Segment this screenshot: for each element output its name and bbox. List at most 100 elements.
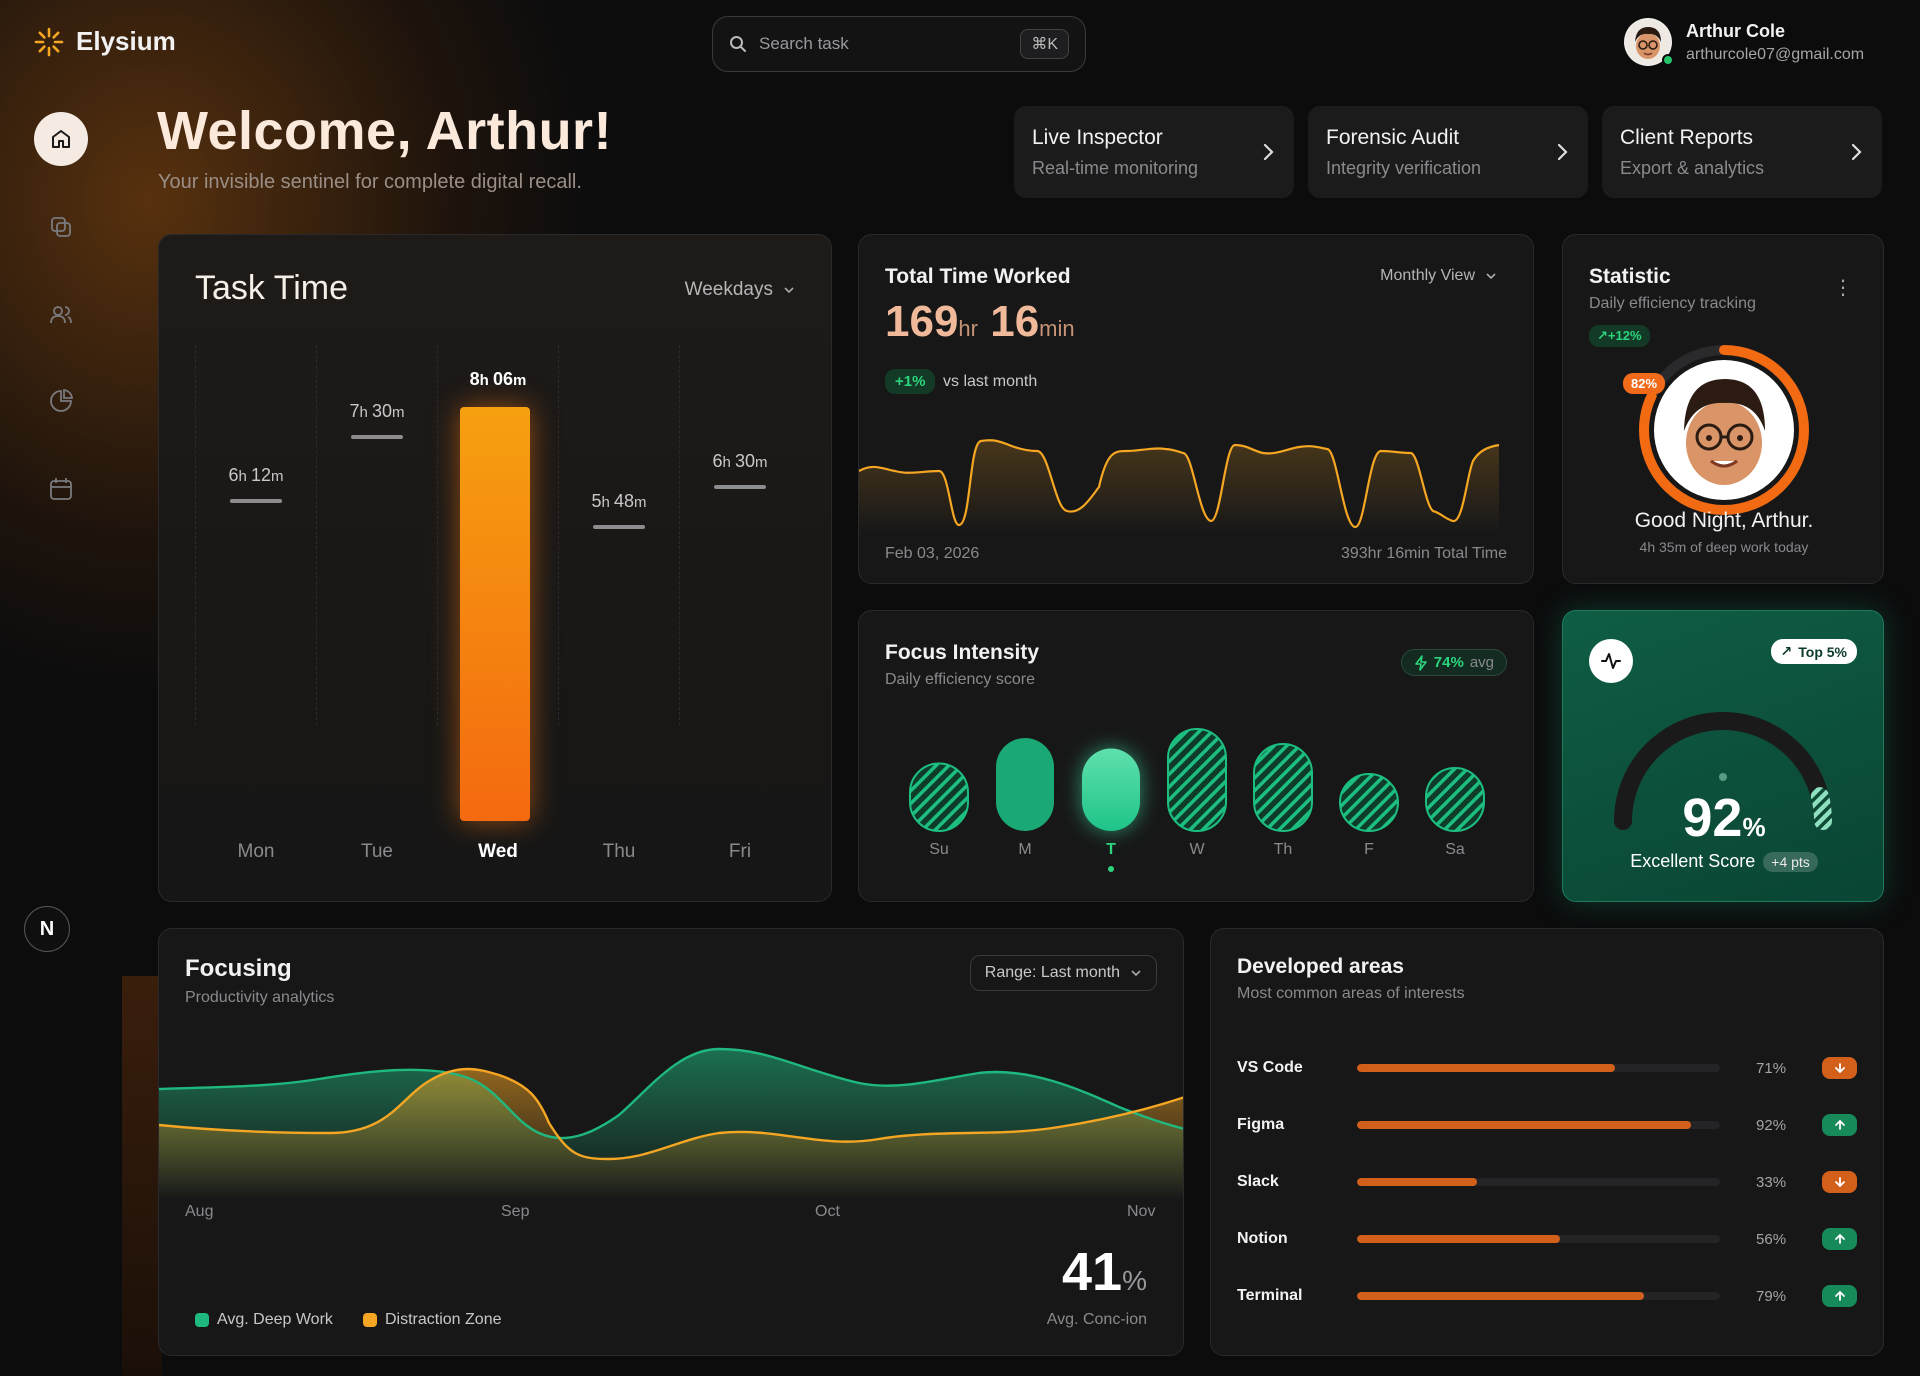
legend-swatch <box>363 1313 377 1327</box>
focusing-range-dropdown[interactable]: Range: Last month <box>969 955 1157 991</box>
focus-day-label: Th <box>1273 841 1293 858</box>
focusing-subtitle: Productivity analytics <box>185 989 335 1006</box>
avatar[interactable] <box>1624 18 1674 66</box>
developed-area-row[interactable]: Notion 56% <box>1237 1224 1857 1254</box>
distraction-line <box>159 1067 1183 1161</box>
page-subtitle: Your invisible sentinel for complete dig… <box>158 171 582 193</box>
x-axis-label-aug: Aug <box>185 1203 214 1220</box>
quick-action-title: Live Inspector <box>1032 125 1163 149</box>
sidebar-item-copy[interactable] <box>34 200 88 254</box>
score-label-row: Excellent Score +4 pts <box>1563 851 1883 872</box>
area-percent: 79% <box>1756 1287 1787 1305</box>
memoji-face-icon <box>1684 379 1765 485</box>
area-progress-fill <box>1357 1292 1644 1300</box>
pie-chart-icon <box>50 388 74 412</box>
nextjs-badge[interactable]: N <box>24 906 70 952</box>
task-column-mon[interactable] <box>195 345 317 725</box>
developed-area-row[interactable]: Figma 92% <box>1237 1110 1857 1140</box>
task-bar-active[interactable] <box>460 407 530 821</box>
sidebar-item-calendar[interactable] <box>34 462 88 516</box>
task-column-fri[interactable] <box>679 345 801 725</box>
area-name: VS Code <box>1237 1059 1303 1076</box>
task-value-fri: 6h 30m <box>679 451 801 472</box>
more-options-icon[interactable]: ⋮ <box>1833 277 1853 299</box>
focus-pill-m[interactable] <box>996 738 1054 831</box>
deep-work-line <box>159 1047 1183 1140</box>
task-hours: 5 <box>591 491 602 511</box>
chevron-right-icon <box>1557 143 1568 161</box>
focus-intensity-avg-badge: 74% avg <box>1400 649 1507 676</box>
area-name: Notion <box>1237 1230 1288 1247</box>
trend-up-icon: ↗ <box>1597 328 1608 343</box>
task-column-wed[interactable] <box>437 345 559 725</box>
statistic-card: Statistic Daily efficiency tracking ⋮ ↗+… <box>1562 234 1884 584</box>
score-gauge <box>1614 712 1833 830</box>
legend-label: Avg. Deep Work <box>217 1311 333 1328</box>
focus-day-label: Sa <box>1445 841 1465 858</box>
sidebar-item-analytics[interactable] <box>34 374 88 428</box>
task-time-range-dropdown[interactable]: Weekdays <box>685 279 795 301</box>
sidebar-item-users[interactable] <box>34 288 88 342</box>
focusing-card: Focusing Productivity analytics Range: L… <box>158 928 1184 1356</box>
focus-pill-f[interactable] <box>1339 773 1399 832</box>
focusing-unit: % <box>1122 1265 1147 1296</box>
hours-unit: h <box>238 468 251 485</box>
area-percent: 71% <box>1756 1059 1787 1077</box>
user-info: Arthur Cole arthurcole07@gmail.com <box>1686 21 1864 64</box>
focus-pill-su[interactable] <box>909 762 969 832</box>
task-minutes: 30 <box>372 401 393 421</box>
developed-area-row[interactable]: Slack 33% <box>1237 1167 1857 1197</box>
quick-action-forensic-audit[interactable]: Forensic Audit Integrity verification <box>1308 106 1588 198</box>
home-icon <box>52 130 70 148</box>
statistic-progress-ring <box>1639 345 1809 515</box>
avatar-face-icon <box>1625 19 1671 65</box>
task-value-wed: 8h 06m <box>437 369 559 390</box>
sparkle-logo-icon <box>34 27 64 56</box>
focus-pill-th[interactable] <box>1253 743 1313 832</box>
area-progress-fill <box>1357 1178 1478 1186</box>
arrow-up-icon <box>1822 1285 1857 1307</box>
developed-areas-title: Developed areas <box>1237 955 1404 978</box>
quick-action-live-inspector[interactable]: Live Inspector Real-time monitoring <box>1014 106 1294 198</box>
focus-avg-label: avg <box>1469 654 1494 671</box>
minutes-unit: m <box>513 372 527 389</box>
copy-icon <box>51 217 71 237</box>
focus-intensity-title: Focus Intensity <box>885 641 1040 664</box>
focus-pill-w[interactable] <box>1167 728 1227 832</box>
focus-intensity-subtitle: Daily efficiency score <box>885 671 1035 688</box>
search-bar[interactable]: ⌘K <box>712 16 1086 72</box>
task-column-tue[interactable] <box>316 345 438 725</box>
minutes-unit: min <box>1039 316 1075 341</box>
sidebar-item-home[interactable] <box>34 112 88 166</box>
focus-pill-sa[interactable] <box>1425 767 1485 832</box>
total-time-card: Total Time Worked Monthly View 169hr 16m… <box>858 234 1534 584</box>
chevron-down-icon <box>784 287 794 294</box>
focus-pill-t[interactable] <box>1082 748 1140 832</box>
app-logo[interactable]: Elysium <box>34 26 176 57</box>
focus-day-label: Su <box>929 841 949 858</box>
focusing-value: 41 <box>1062 1242 1123 1302</box>
minutes-unit: m <box>392 404 405 421</box>
search-input[interactable] <box>759 34 1009 54</box>
total-time-view-dropdown[interactable]: Monthly View <box>1380 267 1497 285</box>
lightning-icon <box>1414 654 1427 671</box>
arrow-down-icon <box>1822 1057 1857 1079</box>
user-profile[interactable]: Arthur Cole arthurcole07@gmail.com <box>1624 18 1864 66</box>
developed-areas-card: Developed areas Most common areas of int… <box>1210 928 1884 1356</box>
task-day-label: Thu <box>602 841 636 862</box>
total-time-hours: 169 <box>885 297 959 346</box>
total-time-change-badge: +1% <box>885 369 936 394</box>
focusing-big-value: 41% <box>1062 1241 1147 1303</box>
task-column-thu[interactable] <box>558 345 680 725</box>
trend-up-icon: ↗ <box>1780 643 1793 659</box>
task-level-marker <box>351 435 403 439</box>
task-minutes: 48 <box>614 491 635 511</box>
x-axis-label-sep: Sep <box>501 1203 530 1220</box>
quick-action-client-reports[interactable]: Client Reports Export & analytics <box>1602 106 1882 198</box>
legend-deep-work: Avg. Deep Work <box>195 1311 333 1329</box>
area-progress-track <box>1357 1121 1721 1129</box>
focusing-range-label: Range: Last month <box>984 964 1120 981</box>
developed-area-row[interactable]: Terminal 79% <box>1237 1281 1857 1311</box>
developed-area-row[interactable]: VS Code 71% <box>1237 1053 1857 1083</box>
activity-pulse-icon[interactable] <box>1589 639 1633 683</box>
